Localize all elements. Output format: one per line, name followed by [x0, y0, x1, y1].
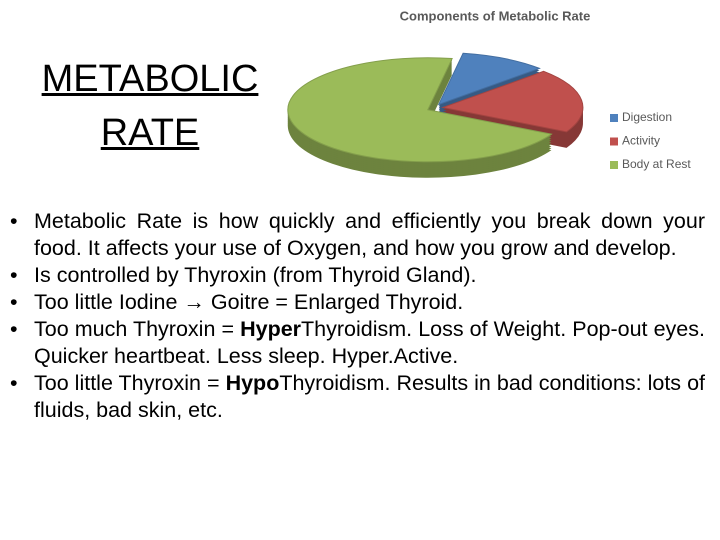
legend-swatch: [610, 114, 618, 122]
bullet: Too little Thyroxin = HypoThyroidism. Re…: [10, 370, 705, 424]
legend-label: Body at Rest: [622, 157, 691, 171]
legend-swatch: [610, 161, 618, 169]
bullet-text: Thyroidism. Loss of Weight. Pop-out eyes…: [34, 317, 705, 368]
bullet: Too little Iodine → Goitre = Enlarged Th…: [10, 289, 705, 316]
bullet-text: Metabolic Rate is how quickly and effici…: [34, 209, 705, 260]
bullet: Too much Thyroxin = HyperThyroidism. Los…: [10, 316, 705, 370]
legend-label: Digestion: [622, 110, 672, 124]
pie-slice: [441, 70, 584, 133]
bullet-list: Metabolic Rate is how quickly and effici…: [10, 208, 705, 424]
bullet-text: Too little Thyroxin =: [34, 371, 226, 395]
bullet: Metabolic Rate is how quickly and effici…: [10, 208, 705, 262]
bullet-text: Hypo: [225, 371, 280, 395]
bullet-text: Too much Thyroxin =: [34, 317, 241, 341]
bullet: Is controlled by Thyroxin (from Thyroid …: [10, 262, 705, 289]
bullet-text: Hyper: [240, 317, 302, 341]
bullet-text: Thyroidism. Results in bad conditions: l…: [34, 371, 705, 422]
title-line: METABOLIC: [41, 58, 259, 100]
slide-title: METABOLIC RATE: [20, 52, 280, 160]
title-line: RATE: [100, 112, 200, 154]
pie-slice: [287, 57, 553, 163]
chart-title: Components of Metabolic Rate: [400, 8, 591, 23]
pie-slice: [437, 52, 541, 106]
legend-swatch: [610, 137, 618, 146]
bullet-text: Is controlled by Thyroxin (from Thyroid …: [34, 263, 477, 287]
legend-label: Activity: [622, 134, 660, 148]
bullet-text: Too little Iodine → Goitre = Enlarged Th…: [34, 290, 464, 314]
chart: Components of Metabolic Rate Digestion Ac…: [287, 8, 691, 178]
